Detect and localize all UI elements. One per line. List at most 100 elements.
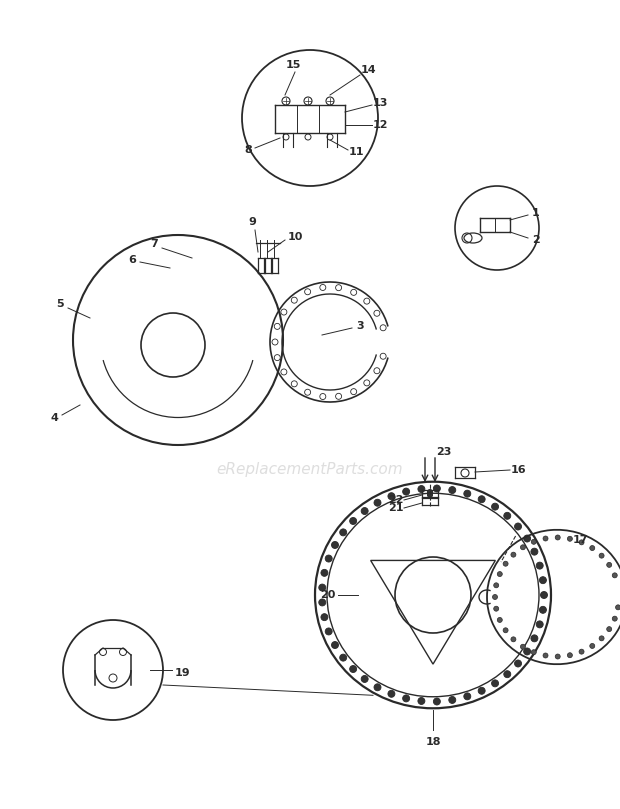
Circle shape (351, 290, 356, 295)
Circle shape (531, 549, 538, 555)
Circle shape (556, 535, 560, 540)
Circle shape (539, 577, 546, 583)
Circle shape (613, 573, 618, 578)
Circle shape (274, 354, 280, 361)
Circle shape (281, 369, 287, 375)
Circle shape (374, 684, 381, 691)
Circle shape (599, 553, 604, 558)
Circle shape (616, 605, 620, 610)
Circle shape (503, 628, 508, 633)
Circle shape (590, 643, 595, 649)
Circle shape (590, 545, 595, 551)
Circle shape (478, 496, 485, 502)
Circle shape (304, 389, 311, 396)
Circle shape (332, 642, 339, 649)
Text: 16: 16 (510, 465, 526, 475)
Circle shape (607, 562, 612, 567)
Circle shape (388, 493, 395, 500)
Text: 11: 11 (348, 147, 364, 157)
Circle shape (504, 512, 511, 519)
Circle shape (579, 540, 584, 544)
Circle shape (497, 572, 502, 577)
Circle shape (326, 555, 332, 562)
Circle shape (320, 285, 326, 290)
Text: 18: 18 (425, 737, 441, 747)
Circle shape (304, 289, 311, 294)
Circle shape (524, 535, 531, 542)
Text: 2: 2 (532, 235, 540, 245)
Circle shape (494, 606, 498, 611)
Circle shape (335, 285, 342, 290)
Circle shape (464, 693, 471, 700)
Circle shape (332, 541, 339, 549)
Circle shape (321, 614, 328, 621)
Circle shape (613, 616, 618, 621)
Circle shape (380, 354, 386, 359)
Text: 15: 15 (285, 60, 301, 70)
Circle shape (350, 518, 356, 524)
Text: 5: 5 (56, 299, 64, 309)
Circle shape (335, 393, 342, 400)
Circle shape (319, 599, 326, 606)
Text: eReplacementParts.com: eReplacementParts.com (216, 462, 404, 477)
Text: 6: 6 (128, 255, 136, 265)
Circle shape (515, 523, 521, 530)
Circle shape (531, 635, 538, 642)
Circle shape (321, 570, 328, 576)
Circle shape (511, 553, 516, 557)
Circle shape (494, 582, 498, 588)
Circle shape (418, 485, 425, 493)
Circle shape (579, 649, 584, 654)
Circle shape (326, 628, 332, 635)
Text: 1: 1 (532, 208, 540, 218)
Circle shape (433, 698, 440, 705)
Text: 9: 9 (248, 217, 256, 227)
Circle shape (599, 636, 604, 641)
Circle shape (497, 617, 502, 622)
Circle shape (536, 562, 543, 569)
Text: 4: 4 (50, 413, 58, 423)
Circle shape (340, 529, 347, 536)
Text: 12: 12 (372, 120, 388, 130)
Circle shape (428, 493, 433, 498)
Circle shape (433, 485, 440, 492)
Circle shape (388, 690, 395, 697)
Text: 21: 21 (388, 503, 404, 513)
Text: 13: 13 (373, 98, 388, 108)
Circle shape (492, 680, 498, 687)
Circle shape (524, 648, 531, 655)
Text: 8: 8 (244, 145, 252, 155)
Circle shape (380, 324, 386, 331)
Circle shape (478, 688, 485, 694)
Circle shape (541, 591, 547, 599)
Circle shape (361, 676, 368, 683)
Circle shape (281, 309, 287, 315)
Circle shape (428, 489, 433, 494)
Circle shape (503, 561, 508, 566)
Circle shape (350, 666, 356, 672)
Circle shape (520, 544, 525, 550)
Circle shape (291, 297, 297, 303)
Text: 22: 22 (388, 495, 404, 505)
Circle shape (374, 499, 381, 506)
Circle shape (291, 381, 297, 387)
Text: 17: 17 (572, 535, 588, 545)
Circle shape (449, 486, 456, 493)
Circle shape (567, 536, 572, 541)
Circle shape (274, 324, 280, 329)
Circle shape (492, 503, 498, 510)
Circle shape (319, 584, 326, 591)
Circle shape (531, 540, 536, 544)
Circle shape (520, 644, 525, 650)
Circle shape (351, 388, 356, 395)
Circle shape (418, 697, 425, 705)
Circle shape (567, 653, 572, 658)
Circle shape (361, 507, 368, 515)
Circle shape (543, 653, 548, 658)
Circle shape (464, 490, 471, 498)
Circle shape (340, 654, 347, 661)
Circle shape (374, 311, 380, 316)
Circle shape (272, 339, 278, 345)
Circle shape (504, 671, 511, 678)
Circle shape (402, 488, 410, 495)
